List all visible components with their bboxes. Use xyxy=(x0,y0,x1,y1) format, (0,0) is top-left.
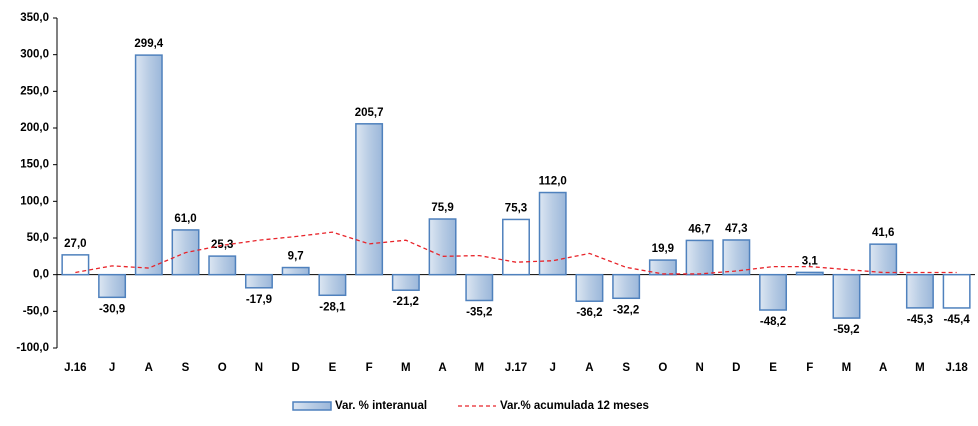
data-label: -17,9 xyxy=(246,294,272,306)
data-label: 112,0 xyxy=(539,176,567,188)
bar xyxy=(134,54,163,276)
x-tick-label: J xyxy=(109,362,115,374)
x-tick-label: A xyxy=(879,362,887,374)
x-tick-label: O xyxy=(658,362,667,374)
x-tick-label: D xyxy=(732,362,740,374)
data-label: -30,9 xyxy=(99,303,125,315)
data-label: -32,2 xyxy=(613,304,639,316)
x-tick-label: D xyxy=(292,362,300,374)
bar xyxy=(648,259,677,276)
data-label: -36,2 xyxy=(576,307,602,319)
data-label: 3,1 xyxy=(802,255,819,267)
bar xyxy=(575,273,604,302)
x-tick-label: J xyxy=(550,362,556,374)
bar xyxy=(318,273,347,297)
data-label: 61,0 xyxy=(174,213,196,225)
x-tick-label: J.17 xyxy=(505,362,527,374)
x-tick-label: N xyxy=(255,362,263,374)
x-tick-label: O xyxy=(218,362,227,374)
x-tick-label: S xyxy=(182,362,190,374)
y-tick-label: 0,0 xyxy=(33,269,49,281)
data-label: -35,2 xyxy=(466,307,492,319)
bar xyxy=(244,273,273,289)
x-tick-label: M xyxy=(401,362,411,374)
data-label: 27,0 xyxy=(64,238,86,250)
data-label: -48,2 xyxy=(760,316,786,328)
bar xyxy=(281,266,310,276)
legend-label: Var. % interanual xyxy=(335,400,427,412)
bar xyxy=(905,273,934,309)
x-tick-label: J.16 xyxy=(64,362,86,374)
y-tick-label: 50,0 xyxy=(27,232,49,244)
y-tick-label: 350,0 xyxy=(20,12,49,24)
data-label: -45,3 xyxy=(907,314,933,326)
bar xyxy=(502,218,530,276)
bar xyxy=(759,273,788,311)
x-tick-label: M xyxy=(842,362,852,374)
bar xyxy=(722,239,751,276)
y-tick-label: 100,0 xyxy=(20,195,49,207)
x-tick-label: F xyxy=(366,362,373,374)
data-label: 46,7 xyxy=(688,223,710,235)
y-tick-label: -100,0 xyxy=(16,342,49,354)
data-label: 9,7 xyxy=(288,251,304,263)
bar xyxy=(98,273,127,299)
bar xyxy=(795,271,824,276)
y-tick-label: 250,0 xyxy=(20,85,49,97)
y-tick-label: 150,0 xyxy=(20,159,49,171)
bar xyxy=(208,255,237,276)
bar xyxy=(61,254,90,276)
data-label: 25,3 xyxy=(211,239,233,251)
x-tick-label: M xyxy=(915,362,925,374)
data-label: 41,6 xyxy=(872,227,894,239)
x-tick-label: A xyxy=(145,362,153,374)
bar xyxy=(685,239,714,276)
x-tick-label: N xyxy=(695,362,703,374)
x-tick-label: M xyxy=(474,362,484,374)
x-tick-label: A xyxy=(438,362,446,374)
data-label: 19,9 xyxy=(652,243,674,255)
y-tick-label: 300,0 xyxy=(20,49,49,61)
x-tick-label: E xyxy=(329,362,337,374)
bar xyxy=(832,273,861,319)
bar xyxy=(355,123,384,276)
line xyxy=(75,231,957,275)
y-tick-label: 200,0 xyxy=(20,122,49,134)
x-tick-label: J.18 xyxy=(945,362,968,374)
bar xyxy=(538,191,567,276)
data-label: 75,9 xyxy=(431,202,453,214)
legend-swatch xyxy=(292,401,332,411)
x-tick-label: S xyxy=(622,362,630,374)
bar xyxy=(612,273,641,300)
data-label: -28,1 xyxy=(319,301,346,313)
bar xyxy=(391,273,420,291)
data-label: -21,2 xyxy=(393,296,419,308)
bar xyxy=(465,273,494,302)
legend-label: Var.% acumulada 12 meses xyxy=(500,400,649,412)
bar xyxy=(428,218,457,276)
y-tick-label: -50,0 xyxy=(23,305,49,317)
data-label: 205,7 xyxy=(355,107,384,119)
x-tick-label: A xyxy=(585,362,593,374)
data-label: 47,3 xyxy=(725,223,747,235)
x-tick-label: F xyxy=(806,362,813,374)
bar xyxy=(869,243,898,276)
data-label: 75,3 xyxy=(505,202,527,214)
bar xyxy=(942,273,971,309)
data-label: -59,2 xyxy=(833,324,859,336)
data-label: -45,4 xyxy=(944,314,971,326)
x-tick-label: E xyxy=(769,362,777,374)
data-label: 299,4 xyxy=(134,38,163,50)
